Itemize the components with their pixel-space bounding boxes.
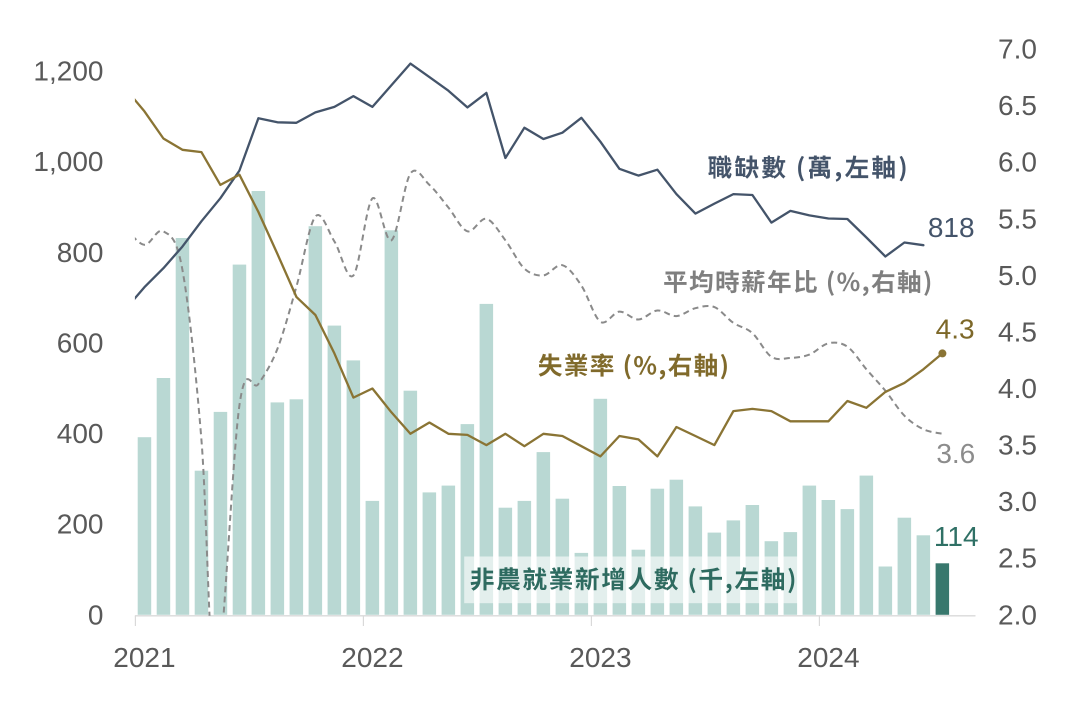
svg-text:114: 114 <box>934 521 979 552</box>
svg-text:2.0: 2.0 <box>998 599 1037 630</box>
svg-text:3.0: 3.0 <box>998 486 1037 517</box>
svg-text:1,200: 1,200 <box>33 56 103 87</box>
svg-text:7.0: 7.0 <box>998 34 1037 65</box>
svg-text:400: 400 <box>57 418 104 449</box>
svg-text:2021: 2021 <box>113 642 175 673</box>
svg-text:6.0: 6.0 <box>998 147 1037 178</box>
svg-text:0: 0 <box>88 599 104 630</box>
svg-text:4.3: 4.3 <box>936 314 975 345</box>
svg-text:200: 200 <box>57 509 104 540</box>
svg-text:6.5: 6.5 <box>998 90 1037 121</box>
svg-text:1,000: 1,000 <box>33 146 103 177</box>
svg-text:4.5: 4.5 <box>998 316 1037 347</box>
svg-text:2024: 2024 <box>797 642 859 673</box>
svg-text:2023: 2023 <box>569 642 631 673</box>
svg-text:2.5: 2.5 <box>998 543 1037 574</box>
svg-text:3.5: 3.5 <box>998 430 1037 461</box>
svg-text:3.6: 3.6 <box>936 438 975 469</box>
svg-text:600: 600 <box>57 327 104 358</box>
svg-text:800: 800 <box>57 237 104 268</box>
svg-text:5.0: 5.0 <box>998 260 1037 291</box>
svg-text:5.5: 5.5 <box>998 203 1037 234</box>
svg-text:4.0: 4.0 <box>998 373 1037 404</box>
svg-text:818: 818 <box>928 212 975 243</box>
svg-text:2022: 2022 <box>341 642 403 673</box>
